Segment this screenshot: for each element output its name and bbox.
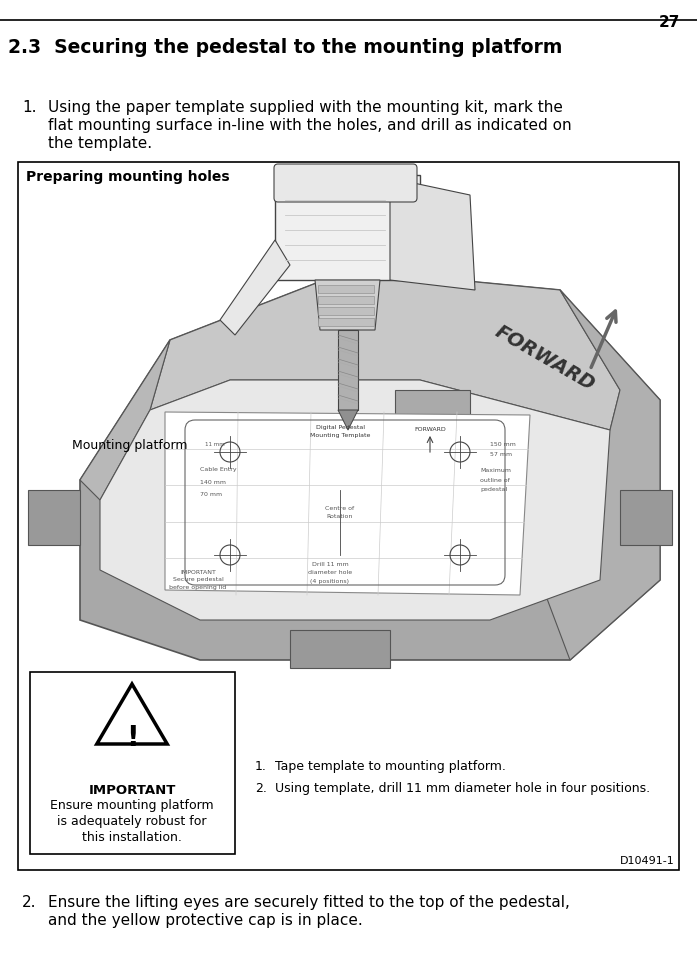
Text: FORWARD: FORWARD [414, 427, 446, 432]
Text: 2.: 2. [255, 782, 267, 795]
Text: FORWARD: FORWARD [491, 321, 598, 394]
Text: Drill 11 mm: Drill 11 mm [312, 563, 348, 568]
Text: Centre of: Centre of [325, 506, 355, 510]
Text: Rotation: Rotation [327, 513, 353, 518]
Text: 140 mm: 140 mm [200, 479, 226, 484]
Text: Ensure the lifting eyes are securely fitted to the top of the pedestal,: Ensure the lifting eyes are securely fit… [48, 895, 570, 910]
Polygon shape [338, 410, 358, 430]
Polygon shape [220, 240, 290, 335]
Text: Cable Entry: Cable Entry [200, 468, 236, 472]
Text: Mounting platform: Mounting platform [72, 438, 187, 452]
Bar [620, 490, 672, 545]
Text: Tape template to mounting platform.: Tape template to mounting platform. [275, 760, 506, 773]
Bar [395, 390, 470, 418]
Text: Maximum: Maximum [480, 468, 511, 472]
Bar [290, 630, 390, 668]
Bar [318, 307, 374, 315]
Polygon shape [315, 280, 380, 330]
Polygon shape [390, 178, 475, 290]
Text: diameter hole: diameter hole [308, 571, 352, 576]
Text: Secure pedestal: Secure pedestal [173, 578, 223, 582]
Text: Using the paper template supplied with the mounting kit, mark the: Using the paper template supplied with t… [48, 100, 563, 115]
Text: 150 mm: 150 mm [490, 442, 516, 447]
Bar [318, 285, 374, 293]
FancyBboxPatch shape [274, 164, 417, 202]
Text: IMPORTANT: IMPORTANT [180, 570, 216, 575]
Text: 70 mm: 70 mm [200, 492, 222, 497]
Text: 1.: 1. [22, 100, 36, 115]
Polygon shape [540, 290, 660, 660]
Text: flat mounting surface in-line with the holes, and drill as indicated on: flat mounting surface in-line with the h… [48, 118, 572, 133]
Polygon shape [80, 340, 170, 500]
Text: Digital Pedestal: Digital Pedestal [316, 425, 365, 430]
Bar [30, 672, 235, 854]
Text: before opening lid: before opening lid [169, 585, 227, 590]
Bar [18, 162, 679, 870]
Text: 1.: 1. [255, 760, 267, 773]
Polygon shape [165, 412, 530, 595]
Polygon shape [97, 684, 167, 744]
Bar [28, 490, 80, 545]
Text: the template.: the template. [48, 136, 152, 151]
Text: 27: 27 [659, 15, 680, 30]
Bar [318, 296, 374, 304]
Text: and the yellow protective cap is in place.: and the yellow protective cap is in plac… [48, 913, 362, 928]
Bar [318, 318, 374, 326]
Text: Using template, drill 11 mm diameter hole in four positions.: Using template, drill 11 mm diameter hol… [275, 782, 650, 795]
Text: (4 positions): (4 positions) [310, 579, 349, 583]
Text: outline of: outline of [480, 477, 510, 482]
Text: D10491-1: D10491-1 [620, 856, 675, 866]
Text: 11 mm: 11 mm [205, 442, 224, 447]
Polygon shape [100, 380, 610, 620]
Text: 2.: 2. [22, 895, 36, 910]
Text: 57 mm: 57 mm [490, 453, 512, 458]
Text: Mounting Template: Mounting Template [309, 433, 370, 438]
Text: 2.3  Securing the pedestal to the mounting platform: 2.3 Securing the pedestal to the mountin… [8, 38, 562, 57]
Text: this installation.: this installation. [82, 831, 182, 844]
Polygon shape [275, 175, 420, 280]
Polygon shape [150, 270, 620, 430]
Text: Preparing mounting holes: Preparing mounting holes [26, 170, 229, 184]
Text: Ensure mounting platform: Ensure mounting platform [50, 799, 214, 812]
Text: is adequately robust for: is adequately robust for [57, 815, 207, 828]
Bar [338, 330, 358, 410]
Text: !: ! [125, 724, 138, 752]
Polygon shape [80, 270, 660, 660]
Text: pedestal: pedestal [480, 488, 507, 493]
Text: IMPORTANT: IMPORTANT [89, 784, 176, 797]
